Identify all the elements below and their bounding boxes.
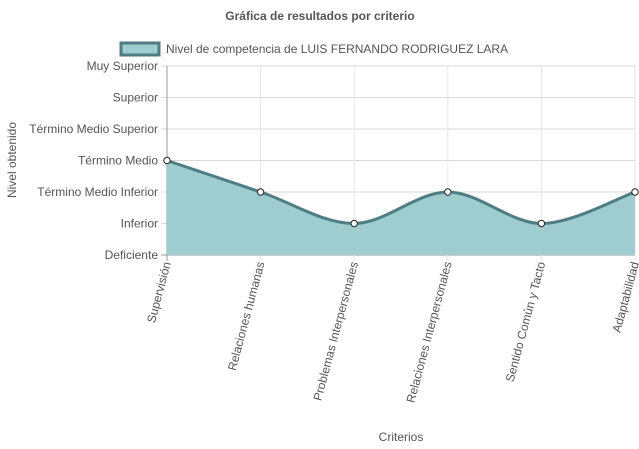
y-axis-label: Nivel obtenido <box>5 122 19 198</box>
y-tick-label: Inferior <box>121 217 158 231</box>
y-tick-label: Superior <box>113 91 158 105</box>
x-tick-label: Relaciones Interpersonales <box>404 260 455 404</box>
y-tick-label: Muy Superior <box>87 59 158 73</box>
data-point[interactable] <box>631 188 639 196</box>
data-points[interactable] <box>163 156 639 228</box>
x-tick-labels: Supervisión Relaciones humanas Problemas I… <box>144 260 639 404</box>
x-tick-label: Relaciones humanas <box>225 260 268 372</box>
legend-label[interactable]: Nivel de competencia de LUIS FERNANDO RO… <box>166 42 508 56</box>
x-tick-label: Adaptabilidad <box>610 260 639 334</box>
data-point[interactable] <box>444 188 452 196</box>
x-tick-label: Supervisión <box>144 260 174 324</box>
data-point[interactable] <box>350 219 358 228</box>
y-tick-label: Término Medio Inferior <box>37 185 158 199</box>
y-tick-label: Deficiente <box>105 248 159 262</box>
legend[interactable]: Nivel de competencia de LUIS FERNANDO RO… <box>119 41 508 57</box>
chart-title: Gráfica de resultados por criterio <box>225 9 414 23</box>
data-point[interactable] <box>256 188 265 196</box>
legend-swatch[interactable] <box>119 41 161 57</box>
data-point[interactable] <box>163 156 171 165</box>
y-tick-labels: Deficiente Inferior Término Medio Inferior… <box>29 59 158 262</box>
y-tick-label: Término Medio <box>78 154 158 168</box>
x-axis-label: Criterios <box>379 430 424 444</box>
y-tick-label: Término Medio Superior <box>29 122 158 136</box>
x-tick-label: Sentido Común y Tacto <box>503 260 549 384</box>
data-point[interactable] <box>537 219 546 228</box>
x-tick-label: Problemas Interpersonales <box>310 260 361 402</box>
